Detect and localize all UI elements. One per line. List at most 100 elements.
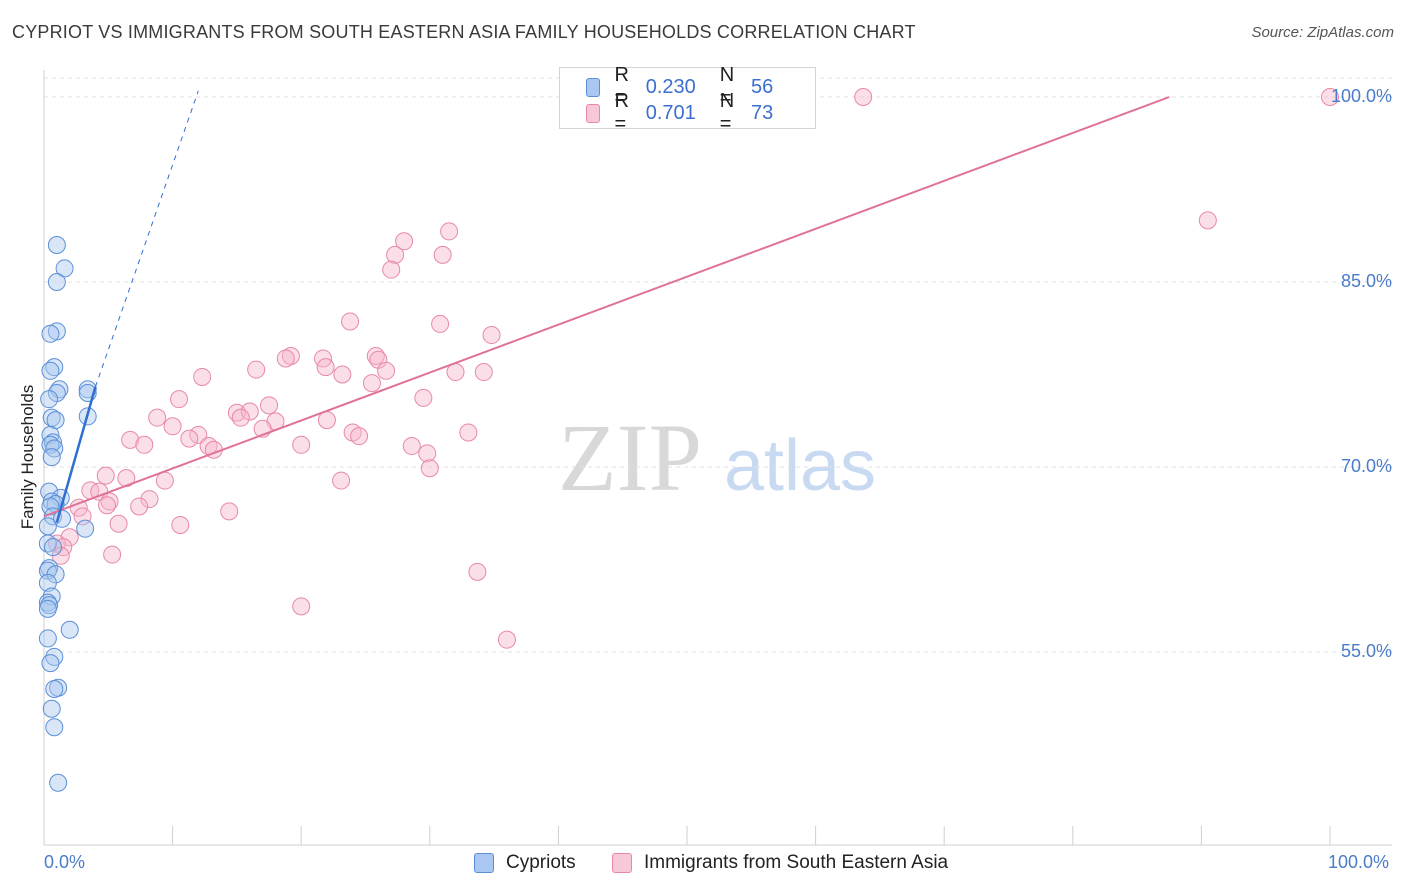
cypriot-point xyxy=(76,519,95,538)
legend-swatch-pink xyxy=(586,103,601,123)
cypriot-point xyxy=(45,718,64,737)
immigrant-point xyxy=(468,562,487,581)
cypriot-point xyxy=(41,324,60,343)
bottom-legend-label: Cypriots xyxy=(506,852,576,873)
immigrant-point xyxy=(130,497,149,516)
immigrant-point xyxy=(155,471,174,490)
immigrant-point xyxy=(148,408,167,427)
legend-r-label: R = xyxy=(614,64,629,109)
cypriot-point xyxy=(47,273,66,291)
immigrant-point xyxy=(189,425,208,444)
immigrant-point xyxy=(103,545,122,564)
cypriot-point xyxy=(38,629,57,648)
immigrant-point xyxy=(459,423,478,442)
immigrant-point xyxy=(193,367,212,386)
immigrant-point xyxy=(69,498,88,517)
watermark-atlas: atlas xyxy=(724,426,876,506)
immigrant-point xyxy=(414,388,433,407)
immigrant-point xyxy=(276,349,295,368)
immigrant-point xyxy=(140,490,159,509)
immigrant-point xyxy=(180,429,199,448)
bottom-legend-immigrants: Immigrants from South Eastern Asia xyxy=(612,852,948,874)
immigrant-point xyxy=(240,402,259,421)
y-tick-label: 70.0% xyxy=(1340,456,1392,476)
cypriot-point xyxy=(38,534,57,553)
immigrant-point xyxy=(420,459,439,478)
cypriot-trend-line xyxy=(55,386,97,523)
immigrant-point xyxy=(341,312,360,331)
immigrant-point xyxy=(171,515,190,534)
cypriot-point xyxy=(45,680,64,698)
immigrant-point xyxy=(292,435,311,454)
cypriot-point xyxy=(38,517,57,536)
immigrant-point xyxy=(482,326,501,345)
immigrant-point xyxy=(386,245,405,264)
bottom-legend-label: Immigrants from South Eastern Asia xyxy=(644,852,949,873)
cypriot-point xyxy=(40,390,59,409)
immigrant-point xyxy=(316,358,335,377)
immigrant-point xyxy=(440,222,459,241)
legend-r-value: 0.701 xyxy=(645,101,696,124)
bottom-legend-cypriots: Cypriots xyxy=(474,852,576,874)
y-tick-label: 55.0% xyxy=(1340,641,1392,661)
legend-row-cypriots: R = 0.230 N = 56 xyxy=(586,64,815,109)
immigrant-point xyxy=(377,361,396,380)
chart-title: CYPRIOT VS IMMIGRANTS FROM SOUTH EASTERN… xyxy=(12,22,916,42)
cypriot-point xyxy=(38,573,57,592)
immigrant-point xyxy=(402,437,421,456)
immigrant-point xyxy=(333,365,352,384)
cypriot-point xyxy=(41,361,60,380)
cypriot-point xyxy=(42,448,61,467)
source-label: Source: ZipAtlas.com xyxy=(1251,24,1394,41)
immigrant-point xyxy=(362,374,381,393)
cypriot-point xyxy=(44,538,63,557)
bottom-legend-swatch-blue xyxy=(474,853,494,873)
immigrant-point xyxy=(96,466,115,485)
y-tick-label: 100.0% xyxy=(1330,86,1392,106)
immigrant-point xyxy=(260,396,279,415)
cypriot-point xyxy=(47,236,66,254)
immigrant-point xyxy=(350,427,369,446)
immigrant-trend-line xyxy=(43,96,1170,518)
legend-n-value: 56 xyxy=(751,75,774,98)
cypriot-point xyxy=(78,380,97,399)
immigrant-point xyxy=(231,408,250,427)
legend-r-label: R = xyxy=(614,90,629,135)
cypriot-point xyxy=(42,699,61,718)
cypriot-point xyxy=(55,259,74,278)
immigrant-point xyxy=(431,314,450,333)
cypriot-point xyxy=(38,599,57,618)
immigrant-point xyxy=(497,630,516,649)
immigrant-point xyxy=(332,471,351,490)
immigrant-point xyxy=(121,430,140,449)
y-tick-label: 85.0% xyxy=(1340,271,1392,291)
legend-n-label: N = xyxy=(719,90,735,135)
immigrant-point xyxy=(433,245,452,264)
immigrant-point xyxy=(395,232,414,251)
correlation-legend: R = 0.230 N = 56 R = 0.701 N = 73 xyxy=(559,64,816,135)
x-tick-label-left: 0.0% xyxy=(44,852,86,872)
immigrant-point xyxy=(109,514,128,533)
cypriot-trend-extension xyxy=(94,90,199,387)
immigrant-point xyxy=(474,363,493,382)
legend-n-label: N = xyxy=(719,64,735,109)
immigrant-point xyxy=(1198,211,1217,230)
cypriot-point xyxy=(41,654,60,673)
legend-r-value: 0.230 xyxy=(645,75,696,98)
immigrant-point xyxy=(98,496,117,515)
cypriot-point xyxy=(49,773,68,792)
watermark-zip: ZIP xyxy=(558,404,702,511)
x-tick-label-right: 100.0% xyxy=(1328,852,1390,872)
immigrant-point xyxy=(292,597,311,616)
legend-n-value: 73 xyxy=(751,101,774,124)
immigrant-point xyxy=(170,390,189,409)
legend-row-immigrants: R = 0.701 N = 73 xyxy=(586,90,815,135)
immigrant-point xyxy=(163,417,182,436)
immigrant-point xyxy=(220,502,239,521)
cypriot-point xyxy=(41,425,60,444)
immigrant-point xyxy=(382,260,401,279)
legend-swatch-blue xyxy=(586,77,601,97)
immigrant-point xyxy=(135,435,154,454)
immigrant-point xyxy=(1321,88,1339,106)
